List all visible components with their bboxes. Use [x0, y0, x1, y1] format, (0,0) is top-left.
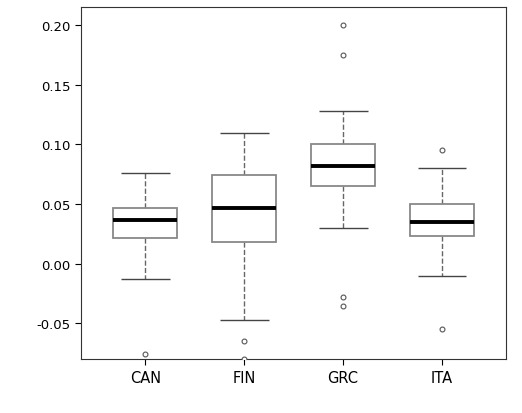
Bar [311, 145, 375, 187]
Bar [410, 204, 474, 237]
Bar [113, 208, 177, 238]
Bar [212, 176, 276, 243]
